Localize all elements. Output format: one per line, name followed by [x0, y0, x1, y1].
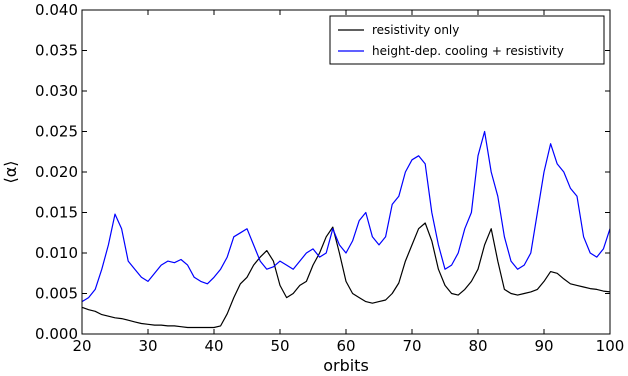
y-tick-label-6: 0.030	[35, 82, 78, 100]
x-tick-label-0: 20	[72, 337, 91, 355]
x-tick-label-7: 90	[534, 337, 553, 355]
ticks-layer: 20 30 40 50 60 70 80 90 100 0.000 0.005 0.010 0.015 0…	[35, 1, 624, 355]
legend: resistivity only height-dep. cooling + r…	[329, 15, 605, 65]
legend-label-1: height-dep. cooling + resistivity	[372, 44, 564, 58]
y-tick-label-0: 0.000	[35, 325, 78, 343]
series-line-1	[81, 130, 611, 303]
x-tick-label-8: 100	[596, 337, 625, 355]
y-tick-label-1: 0.005	[35, 285, 78, 303]
series-layer	[81, 130, 611, 329]
series-line-0	[81, 222, 611, 329]
x-tick-label-4: 60	[336, 337, 355, 355]
x-tick-label-6: 80	[468, 337, 487, 355]
y-tick-label-5: 0.025	[35, 123, 78, 141]
x-tick-label-2: 40	[204, 337, 223, 355]
legend-label-0: resistivity only	[372, 23, 459, 37]
y-tick-label-2: 0.010	[35, 244, 78, 262]
y-tick-label-8: 0.040	[35, 1, 78, 19]
y-axis-label: ⟨α⟩	[1, 160, 20, 183]
x-tick-label-3: 50	[270, 337, 289, 355]
x-axis-label: orbits	[323, 356, 369, 375]
x-tick-label-5: 70	[402, 337, 421, 355]
legend-box	[329, 15, 605, 65]
x-tick-label-1: 30	[138, 337, 157, 355]
y-tick-label-3: 0.015	[35, 204, 78, 222]
y-tick-label-7: 0.035	[35, 42, 78, 60]
y-tick-label-4: 0.020	[35, 163, 78, 181]
